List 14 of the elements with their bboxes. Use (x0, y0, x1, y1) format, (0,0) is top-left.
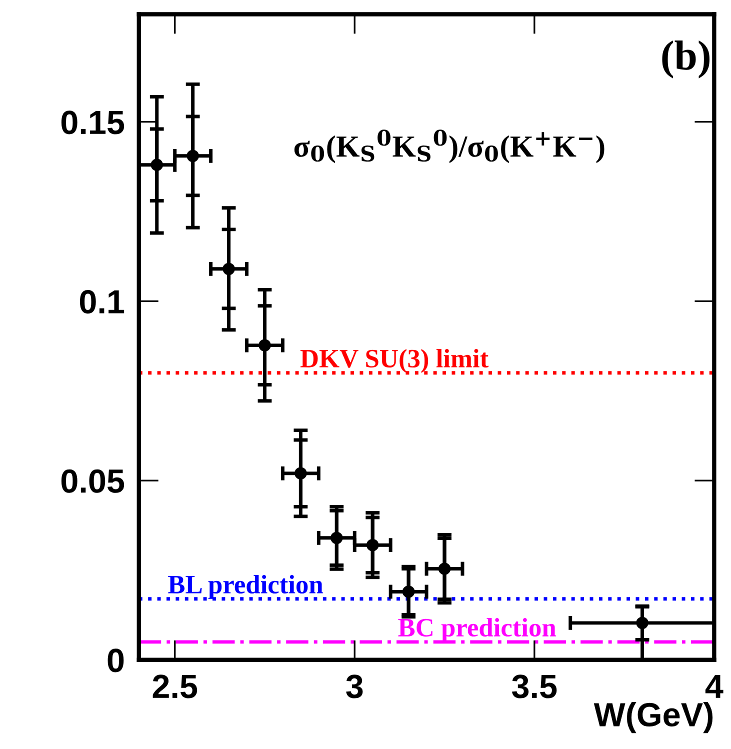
x-tick-label: 3 (346, 674, 363, 698)
y-tick-label: 0.1 (80, 290, 124, 314)
x-axis-title: W(GeV) (594, 702, 713, 734)
text: σ$_{0}$(K$_{S}$$^{0}$K$_{S}$$^{0}$)/σ$_{0}$(K$^{+}$K$^{−}$) (294, 130, 604, 164)
x-tick-label: 4 (705, 674, 724, 698)
x-tick-label: 3.5 (512, 674, 557, 698)
y-tick-label: 0.05 (61, 469, 124, 493)
y-tick-label: 0 (108, 648, 124, 672)
annotation: (b) (662, 40, 710, 78)
ref-line-label: BC prediction (398, 618, 556, 642)
ref-line-label: BL prediction (168, 574, 323, 599)
x-tick-label: 2.5 (152, 674, 198, 698)
y-tick-label: 0.15 (61, 110, 124, 134)
ref-line-label: DKV SU(3) limit (300, 348, 488, 373)
